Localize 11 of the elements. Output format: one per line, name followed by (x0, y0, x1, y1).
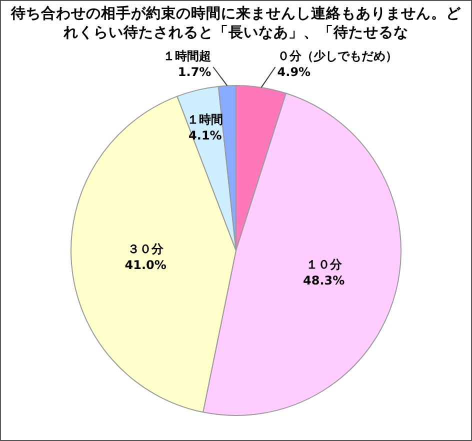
chart-title: 待ち合わせの相手が約束の時間に来ませんし連絡もありません。どれくらい待たされると「長いなあ」、「待たせるな (10, 4, 462, 43)
slice-label: １０分 (306, 257, 343, 272)
slice-label: １時間超 (163, 49, 212, 64)
slice-label: １時間 (187, 112, 224, 126)
data-label: 1.7% (178, 65, 212, 80)
slice-label: ３０分 (128, 242, 165, 256)
slice-label: ０分（少しでもだめ） (277, 49, 398, 64)
data-label: 4.9% (277, 65, 311, 80)
data-label: 48.3% (303, 273, 345, 288)
data-label: 4.1% (188, 128, 222, 142)
data-label: 41.0% (124, 258, 166, 272)
